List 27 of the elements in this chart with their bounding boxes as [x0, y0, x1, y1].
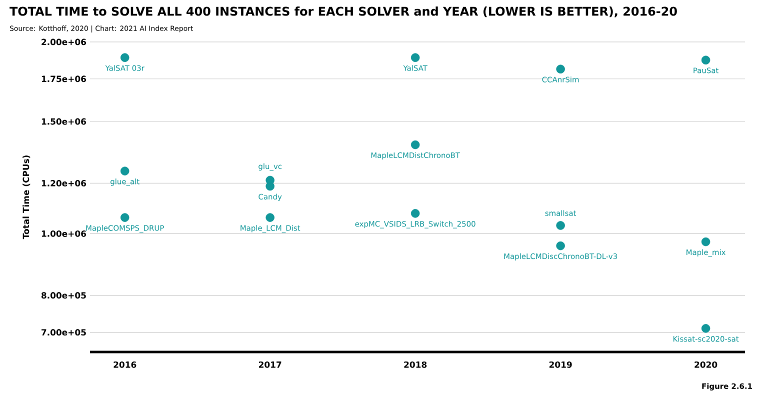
point	[556, 64, 565, 74]
x-tick-label: 2020	[694, 361, 718, 368]
point	[410, 209, 420, 218]
y-tick-label: 1.00e+06	[42, 230, 86, 237]
x-tick-label: 2018	[404, 361, 427, 368]
point	[556, 241, 565, 250]
point	[120, 166, 130, 176]
y-tick-label: 8.00e+05	[41, 292, 86, 299]
x-tick-label: 2016	[114, 361, 136, 368]
y-tick-label: 1.50e+06	[42, 118, 86, 125]
point	[120, 53, 130, 62]
x-tick-label: 2019	[549, 361, 572, 368]
y-tick-label: 1.20e+06	[42, 180, 86, 186]
point	[556, 221, 565, 230]
point	[120, 213, 130, 222]
y-axis-title: Total Time (CPUs)	[22, 156, 30, 240]
point	[701, 324, 710, 333]
point	[701, 56, 710, 64]
point	[410, 140, 420, 150]
point	[701, 237, 710, 246]
point	[410, 53, 420, 62]
point	[266, 213, 274, 222]
y-tick-label: 2.00e+06	[42, 38, 86, 46]
y-tick-label: 7.00e+05	[42, 329, 86, 336]
chart-title: TOTAL TIME to SOLVE ALL 400 INSTANCES for EACH SOLVER and YEAR (LOWER IS BETTER), 2016-20	[10, 6, 677, 18]
x-tick-label: 2017	[258, 361, 282, 368]
y-tick-label: 1.75e+06	[42, 76, 86, 82]
